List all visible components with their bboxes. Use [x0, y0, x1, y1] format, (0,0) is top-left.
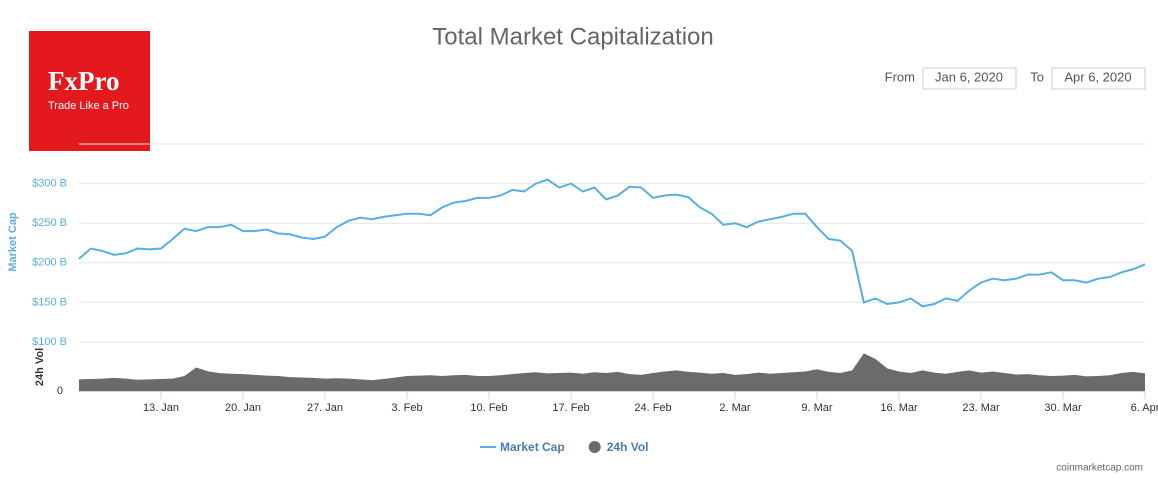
y2-tick-label: 0: [57, 385, 63, 397]
legend-symbol: [588, 441, 601, 453]
x-tick-label: 10. Feb: [470, 402, 507, 414]
y-tick-label: $100 B: [32, 336, 67, 348]
y-tick-label: $300 B: [32, 178, 67, 190]
x-tick-label: 13. Jan: [143, 402, 179, 414]
from-date: Jan 6, 2020: [935, 69, 1003, 84]
x-tick-label: 3. Feb: [391, 402, 422, 414]
x-tick-label: 16. Mar: [880, 402, 918, 414]
y-axis-label: Market Cap: [7, 212, 19, 272]
x-tick-label: 9. Mar: [801, 402, 833, 414]
x-tick-label: 20. Jan: [225, 402, 261, 414]
to-label: To: [1030, 69, 1044, 84]
y-tick-label: $250 B: [32, 217, 67, 229]
logo-name: FxPro: [48, 66, 119, 96]
x-tick-label: 23. Mar: [962, 402, 1000, 414]
to-date: Apr 6, 2020: [1064, 69, 1131, 84]
logo[interactable]: [29, 31, 150, 151]
market-cap-line: [78, 178, 1146, 308]
volume-area: [79, 353, 1145, 391]
x-tick-label: 2. Mar: [719, 402, 751, 414]
logo-slogan: Trade Like a Pro: [48, 100, 129, 112]
credit: coinmarketcap.com: [1056, 463, 1143, 474]
x-tick-label: 24. Feb: [634, 402, 671, 414]
x-tick-label: 27. Jan: [307, 402, 343, 414]
from-label: From: [885, 69, 915, 84]
legend-label[interactable]: 24h Vol: [607, 440, 649, 454]
chart-title: Total Market Capitalization: [432, 23, 713, 50]
from-input[interactable]: [922, 67, 1017, 90]
legend-label[interactable]: Market Cap: [500, 440, 565, 454]
y-tick-label: $150 B: [32, 296, 67, 308]
x-tick-label: 6. Apr: [1131, 402, 1158, 414]
x-tick-label: 30. Mar: [1044, 402, 1082, 414]
to-input[interactable]: [1051, 67, 1146, 90]
x-tick-label: 17. Feb: [552, 402, 589, 414]
y-tick-label: $200 B: [32, 257, 67, 269]
y2-axis-label: 24h Vol: [34, 348, 46, 386]
